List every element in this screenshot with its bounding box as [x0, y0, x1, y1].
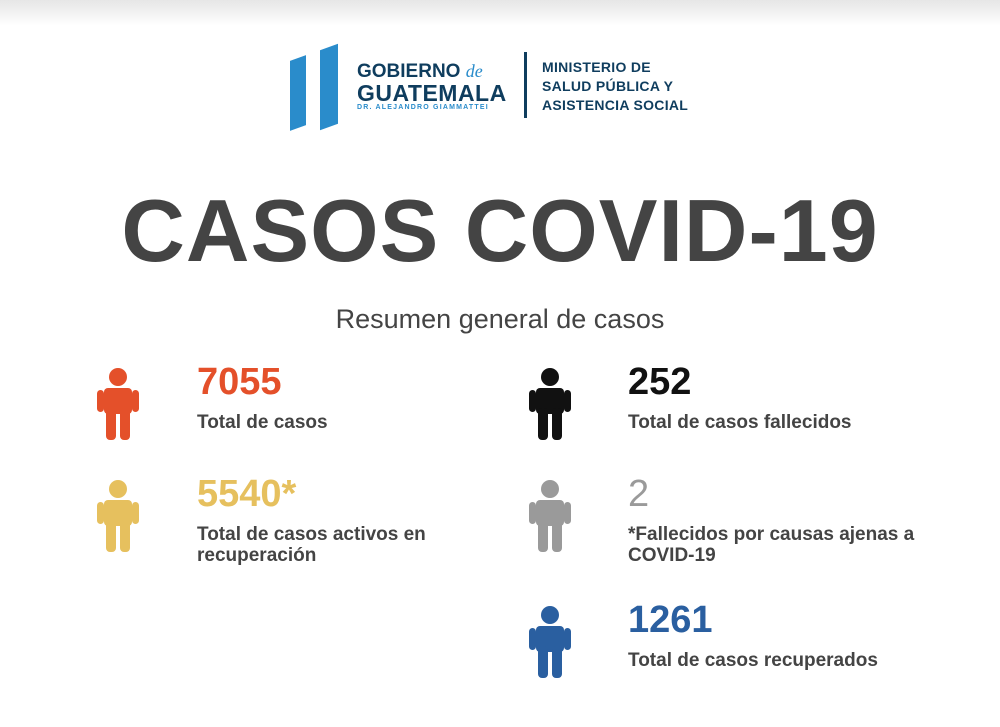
- stat-value: 5540*: [197, 473, 297, 515]
- stat-fallecidos: 252 Total de casos fallecidos: [628, 362, 948, 433]
- top-band: [0, 0, 1000, 26]
- stat-activos: 5540* Total de casos activos en recupera…: [197, 474, 517, 566]
- person-icon: [97, 480, 139, 552]
- stat-label: Total de casos: [197, 412, 328, 433]
- logo-gobierno: GOBIERNO de: [357, 61, 483, 82]
- logo-bar-right: [320, 43, 338, 131]
- logo-divider: [524, 52, 527, 118]
- stat-label: *Fallecidos por causas ajenas a COVID-19: [628, 524, 915, 566]
- stat-label: Total de casos fallecidos: [628, 412, 852, 433]
- ministry-name: MINISTERIO DE SALUD PÚBLICA Y ASISTENCIA S…: [542, 59, 689, 113]
- stat-label: Total de casos activos en recuperación: [197, 524, 426, 566]
- stat-recuperados: 1261 Total de casos recuperados: [628, 600, 948, 671]
- stat-fallecidos-otras-causas: 2 *Fallecidos por causas ajenas a COVID-…: [628, 474, 948, 566]
- page-subtitle: Resumen general de casos: [335, 304, 665, 334]
- person-icon: [97, 368, 139, 440]
- logo-bar-left: [290, 55, 306, 131]
- stat-value: 2: [628, 473, 650, 515]
- stat-label: Total de casos recuperados: [628, 650, 878, 671]
- logo-president: DR. ALEJANDRO GIAMMATTEI: [357, 104, 489, 111]
- logo-guatemala: GUATEMALA: [357, 80, 507, 106]
- person-icon: [529, 368, 571, 440]
- stat-value: 252: [628, 361, 692, 403]
- stat-total-casos: 7055 Total de casos: [197, 362, 517, 433]
- person-icon: [529, 480, 571, 552]
- stat-value: 7055: [197, 361, 282, 403]
- stat-value: 1261: [628, 599, 713, 641]
- page-title: CASOS COVID-19: [121, 181, 879, 280]
- person-icon: [529, 606, 571, 678]
